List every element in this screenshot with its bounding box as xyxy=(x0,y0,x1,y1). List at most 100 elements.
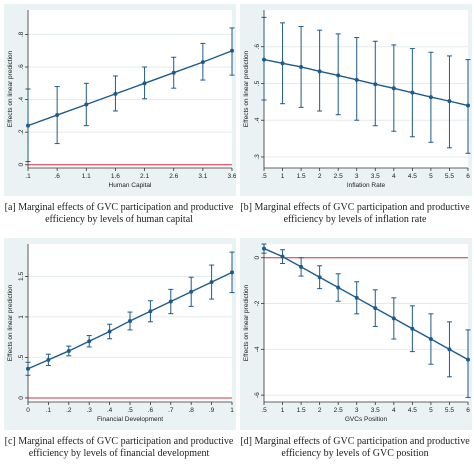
data-point xyxy=(299,64,304,69)
data-point xyxy=(373,82,378,87)
data-point xyxy=(447,347,452,352)
y-tick-label: .8 xyxy=(18,31,25,37)
data-point xyxy=(66,348,71,353)
y-tick-label: -4 xyxy=(254,346,261,352)
y-tick-label: .6 xyxy=(18,64,25,70)
data-point xyxy=(55,113,60,118)
x-axis-label: Inflation Rate xyxy=(347,182,386,189)
x-tick-label: 1 xyxy=(281,173,285,180)
chart-d: 0 -2 -4 -6 .5 1 1.5 2 2.5 3 3.5 4 4.5 5 5.5 6 GVCs Posit… xyxy=(240,238,472,430)
data-point xyxy=(84,102,89,107)
x-tick-label: 1 xyxy=(281,407,285,414)
x-tick-label: 1.1 xyxy=(82,173,91,180)
y-tick-label: .5 xyxy=(254,80,261,86)
y-tick-label: 1 xyxy=(18,315,25,319)
chart-a: 0 .2 .4 .6 .8 .1 .6 1.1 1.6 2.1 2.6 3.1 3.6 Human Cap… xyxy=(4,4,236,196)
y-tick-label: 0 xyxy=(18,163,25,167)
x-tick-label: 3.5 xyxy=(371,407,380,414)
x-tick-label: 3 xyxy=(355,407,359,414)
x-tick-label: .4 xyxy=(107,407,113,414)
y-axis-label: Effects on linear prediction xyxy=(243,50,250,127)
x-tick-label: 1 xyxy=(230,407,234,414)
data-point xyxy=(428,95,433,100)
data-point xyxy=(230,48,234,53)
y-tick-label: .2 xyxy=(18,129,25,135)
data-point xyxy=(466,357,470,362)
y-tick-label: 0 xyxy=(18,396,25,400)
data-point xyxy=(299,264,304,269)
x-tick-label: .2 xyxy=(66,407,72,414)
x-tick-label: 5 xyxy=(429,173,433,180)
data-point xyxy=(391,316,396,321)
x-tick-label: .7 xyxy=(168,407,174,414)
caption-b: [b] Marginal effects of GVC participatio… xyxy=(240,202,470,225)
data-point xyxy=(26,366,30,371)
x-tick-label: 4.5 xyxy=(408,407,417,414)
data-point xyxy=(262,57,266,62)
data-point xyxy=(209,280,214,285)
x-tick-label: 6 xyxy=(466,407,470,414)
marginal-effect-line xyxy=(263,247,469,361)
x-tick-label: 2.1 xyxy=(140,173,149,180)
data-point xyxy=(354,295,359,300)
x-axis-label: Human Capital xyxy=(109,182,153,189)
marginal-effect-line xyxy=(263,58,469,107)
x-tick-label: 1.5 xyxy=(297,407,306,414)
x-tick-label: .8 xyxy=(188,407,194,414)
y-tick-label: .4 xyxy=(254,117,261,123)
y-tick-label: -6 xyxy=(254,392,261,398)
data-point xyxy=(148,309,153,314)
data-point xyxy=(373,306,378,311)
data-point xyxy=(142,81,147,86)
y-tick-label: .6 xyxy=(254,44,261,50)
data-point xyxy=(428,337,433,342)
x-tick-label: 4 xyxy=(392,407,396,414)
x-tick-label: .1 xyxy=(25,173,31,180)
data-point xyxy=(391,86,396,91)
y-axis-label: Effects on linear prediction xyxy=(243,284,250,361)
data-point xyxy=(168,299,173,304)
data-point xyxy=(107,329,112,334)
x-tick-label: 2.5 xyxy=(334,407,343,414)
x-tick-label: 5.5 xyxy=(445,173,454,180)
data-point xyxy=(113,91,118,96)
x-tick-label: 5.5 xyxy=(445,407,454,414)
y-tick-label: .5 xyxy=(18,354,25,360)
y-tick-label: .3 xyxy=(254,154,261,160)
data-point xyxy=(262,246,266,251)
x-tick-label: 3.1 xyxy=(198,173,207,180)
data-point xyxy=(280,254,285,259)
caption-c: [c] Marginal effects of GVC participatio… xyxy=(4,436,234,459)
data-point xyxy=(87,339,92,344)
caption-a: [a] Marginal effects of GVC participatio… xyxy=(4,202,234,225)
data-point xyxy=(128,318,132,323)
y-axis-label: Effects on linear prediction xyxy=(7,50,14,127)
data-point xyxy=(466,103,470,108)
x-tick-label: 2 xyxy=(318,407,322,414)
data-point xyxy=(317,275,322,280)
x-axis-label: GVCs Position xyxy=(345,416,388,423)
data-point xyxy=(26,123,30,128)
y-tick-label: .4 xyxy=(18,96,25,102)
x-tick-label: .5 xyxy=(261,173,267,180)
plot-area xyxy=(264,244,468,402)
data-point xyxy=(171,70,176,75)
x-tick-label: .9 xyxy=(209,407,215,414)
data-point xyxy=(410,90,415,95)
data-point xyxy=(230,270,234,275)
data-point xyxy=(354,77,359,82)
x-tick-label: 4 xyxy=(392,173,396,180)
x-tick-label: 4.5 xyxy=(408,173,417,180)
x-tick-label: 1.6 xyxy=(111,173,120,180)
data-point xyxy=(336,285,341,290)
x-tick-label: 3 xyxy=(355,173,359,180)
x-tick-label: .3 xyxy=(86,407,92,414)
data-point xyxy=(336,73,341,78)
x-tick-label: 1.5 xyxy=(297,173,306,180)
x-tick-label: 3.5 xyxy=(371,173,380,180)
x-tick-label: 2.6 xyxy=(169,173,178,180)
data-point xyxy=(200,60,205,65)
x-tick-label: .5 xyxy=(127,407,133,414)
plot-area xyxy=(264,10,468,168)
x-tick-label: 5 xyxy=(429,407,433,414)
